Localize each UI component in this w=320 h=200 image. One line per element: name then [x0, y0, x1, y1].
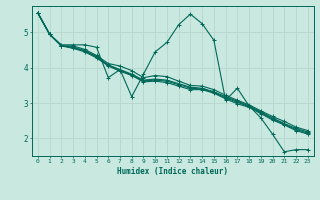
X-axis label: Humidex (Indice chaleur): Humidex (Indice chaleur) [117, 167, 228, 176]
